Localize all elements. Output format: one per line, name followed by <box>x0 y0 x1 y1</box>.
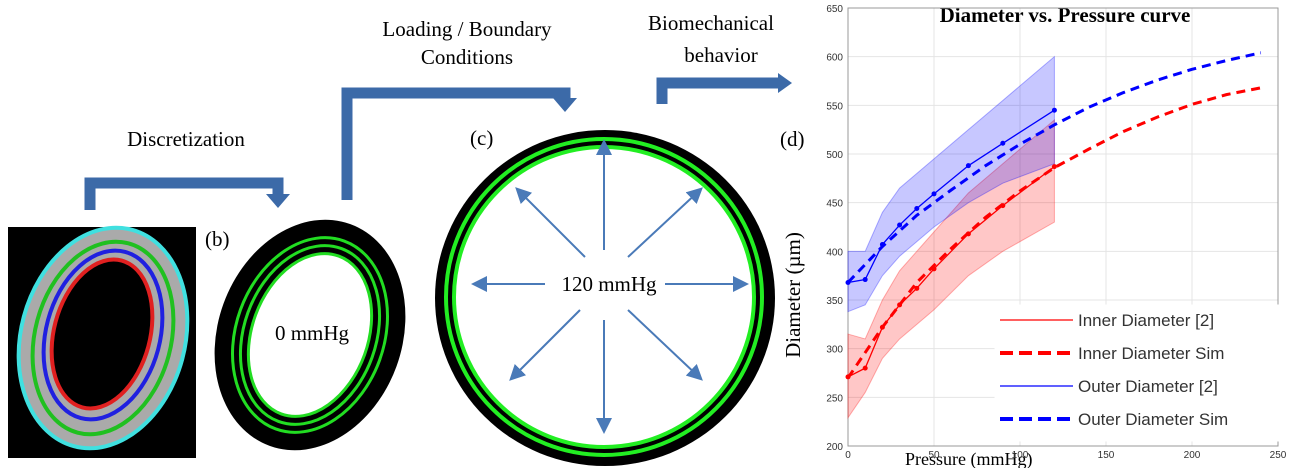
pressure-label: 120 mmHg <box>561 272 657 296</box>
data-point <box>863 277 868 282</box>
y-tick-label: 550 <box>826 101 843 112</box>
y-tick-label: 350 <box>826 296 843 307</box>
step-label: Loading / Boundary <box>382 17 552 41</box>
legend-label: Outer Diameter [2] <box>1078 377 1218 396</box>
y-axis-label: Diameter (µm) <box>781 232 805 358</box>
y-tick-label: 650 <box>826 4 843 15</box>
panel-label: (a) <box>14 227 37 251</box>
x-tick-label: 50 <box>928 450 940 461</box>
legend-label: Inner Diameter Sim <box>1078 344 1224 363</box>
x-tick-label: 150 <box>1098 450 1115 461</box>
data-point <box>1000 141 1005 146</box>
step-label: Conditions <box>421 45 513 69</box>
x-tick-label: 0 <box>845 450 851 461</box>
step-label: Discretization <box>127 127 245 151</box>
x-tick-label: 200 <box>1184 450 1201 461</box>
data-point <box>932 191 937 196</box>
panel-label: (d) <box>780 127 805 151</box>
y-tick-label: 600 <box>826 53 843 64</box>
data-point <box>914 206 919 211</box>
y-tick-label: 300 <box>826 345 843 356</box>
y-tick-label: 400 <box>826 247 843 258</box>
x-tick-label: 250 <box>1270 450 1287 461</box>
data-point <box>966 163 971 168</box>
panel-label: (c) <box>470 126 493 150</box>
panel-label: (b) <box>205 227 230 251</box>
chart-title: Diameter vs. Pressure curve <box>940 3 1191 27</box>
data-point <box>863 366 868 371</box>
pressure-label: 0 mmHg <box>275 321 350 345</box>
data-point <box>1052 108 1057 113</box>
y-tick-label: 200 <box>826 442 843 453</box>
step-label: Biomechanical <box>648 11 774 35</box>
step-label: behavior <box>684 43 757 67</box>
legend-label: Outer Diameter Sim <box>1078 410 1228 429</box>
figure: (a) (b) 0 mmHg 120 mmHg (c) Discretizati… <box>0 0 1294 468</box>
x-tick-label: 100 <box>1012 450 1029 461</box>
legend-label: Inner Diameter [2] <box>1078 311 1214 330</box>
y-tick-label: 500 <box>826 150 843 161</box>
y-tick-label: 250 <box>826 393 843 404</box>
data-point <box>897 223 902 228</box>
data-point <box>1052 164 1057 169</box>
y-tick-label: 450 <box>826 199 843 210</box>
